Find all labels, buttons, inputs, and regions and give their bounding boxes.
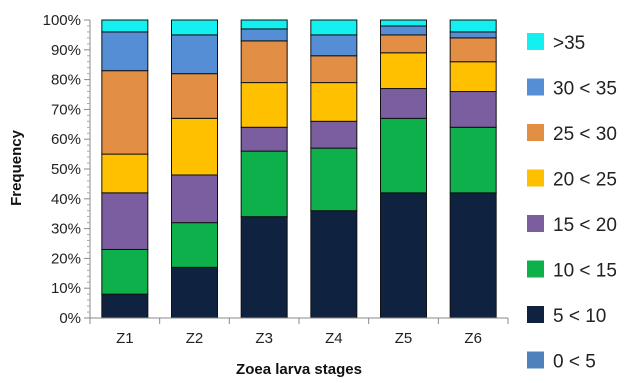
x-tick-label-z5: Z5	[395, 330, 413, 347]
bar-segment-z3-series-1	[240, 216, 288, 319]
bar-segment-z2-series-1	[171, 266, 218, 319]
legend: >35 30 < 35 25 < 30 20 < 25 15 < 20 10 < 15 5 …	[527, 33, 617, 373]
legend-label: 30 < 35	[553, 79, 617, 100]
legend-swatch	[527, 306, 544, 323]
bar-segment-z3-series-2	[240, 150, 288, 218]
y-tick-label: 50%	[51, 161, 81, 178]
bar-segment-z5-series-5	[380, 34, 427, 54]
bar-segment-z4-series-2	[310, 147, 358, 212]
bar-segment-z6-series-7	[449, 19, 497, 33]
x-tick-label-z3: Z3	[255, 330, 273, 347]
legend-swatch	[527, 124, 544, 141]
legend-label: 15 < 20	[553, 215, 617, 236]
legend-label: 0 < 5	[553, 352, 596, 373]
bar-segment-z1-series-1	[101, 293, 149, 319]
bar-segment-z6-series-2	[449, 126, 497, 194]
y-tick-label: 80%	[51, 72, 81, 89]
bar-segment-z6-series-4	[449, 61, 497, 93]
bar-segment-z2-series-2	[171, 222, 218, 268]
bar-segment-z1-series-6	[101, 31, 149, 72]
bar-segment-z4-series-4	[310, 82, 358, 122]
bar-segment-z2-series-7	[171, 19, 218, 36]
bar-segment-z3-series-3	[240, 126, 288, 152]
x-tick-label-z2: Z2	[186, 330, 204, 347]
bar-segment-z4-series-5	[310, 55, 358, 84]
legend-swatch	[527, 215, 544, 232]
bar-segment-z2-series-6	[171, 34, 218, 75]
x-tick-label-z6: Z6	[464, 330, 482, 347]
bar-segment-z4-series-1	[310, 210, 358, 319]
bar-segment-z2-series-4	[171, 117, 218, 176]
y-tick-label: 90%	[51, 42, 81, 59]
legend-label: 20 < 25	[553, 170, 617, 191]
legend-label: 10 < 15	[553, 261, 617, 282]
bars-group	[101, 19, 497, 319]
bar-segment-z4-series-6	[310, 34, 358, 57]
bar-segment-z5-series-6	[380, 25, 427, 36]
y-tick-label: 0%	[59, 310, 81, 327]
legend-label: 25 < 30	[553, 124, 617, 145]
bar-segment-z5-series-1	[380, 192, 427, 319]
bar-segment-z2-series-3	[171, 174, 218, 224]
y-tick-label: 20%	[51, 250, 81, 267]
bar-segment-z3-series-5	[240, 40, 288, 84]
bar-segment-z4-series-7	[310, 19, 358, 36]
bar-segment-z6-series-5	[449, 37, 497, 63]
bar-segment-z5-series-3	[380, 88, 427, 119]
bar-segment-z3-series-7	[240, 19, 288, 30]
bar-segment-z5-series-4	[380, 52, 427, 90]
bar-segment-z1-series-3	[101, 192, 149, 250]
bar-segment-z3-series-6	[240, 28, 288, 42]
y-tick-label: 100%	[43, 12, 81, 29]
bar-segment-z1-series-5	[101, 70, 149, 155]
legend-swatch	[527, 260, 544, 278]
bar-segment-z3-series-4	[240, 82, 288, 128]
bar-segment-z5-series-2	[380, 117, 427, 194]
legend-label: 5 < 10	[553, 306, 606, 327]
legend-label: >35	[553, 33, 585, 54]
y-ticks-group: 0% 10% 20% 30% 40% 50% 60% 70% 80% 90% 100%	[43, 12, 90, 327]
x-axis-title: Zoea larva stages	[236, 361, 362, 378]
y-axis-title: Frequency	[8, 129, 25, 206]
bar-segment-z5-series-7	[380, 19, 427, 27]
bar-segment-z6-series-3	[449, 91, 497, 128]
y-tick-label: 40%	[51, 191, 81, 208]
y-tick-label: 60%	[51, 131, 81, 148]
legend-swatch	[527, 169, 544, 187]
y-tick-label: 30%	[51, 221, 81, 238]
bar-segment-z4-series-3	[310, 120, 358, 149]
x-tick-label-z4: Z4	[325, 330, 343, 347]
y-tick-label: 70%	[51, 101, 81, 118]
x-tick-label-z1: Z1	[116, 330, 134, 347]
legend-swatch	[527, 78, 544, 96]
bar-segment-z2-series-5	[171, 73, 218, 119]
bar-segment-z6-series-6	[449, 31, 497, 39]
x-ticks-group: Z1 Z2 Z3 Z4 Z5 Z6	[89, 318, 509, 347]
bar-segment-z1-series-4	[101, 153, 149, 194]
bar-segment-z1-series-2	[101, 248, 149, 295]
bar-segment-z1-series-7	[101, 19, 149, 33]
y-tick-label: 10%	[51, 280, 81, 297]
bar-segment-z6-series-1	[449, 192, 497, 319]
legend-swatch	[527, 351, 544, 369]
legend-swatch	[527, 33, 544, 50]
